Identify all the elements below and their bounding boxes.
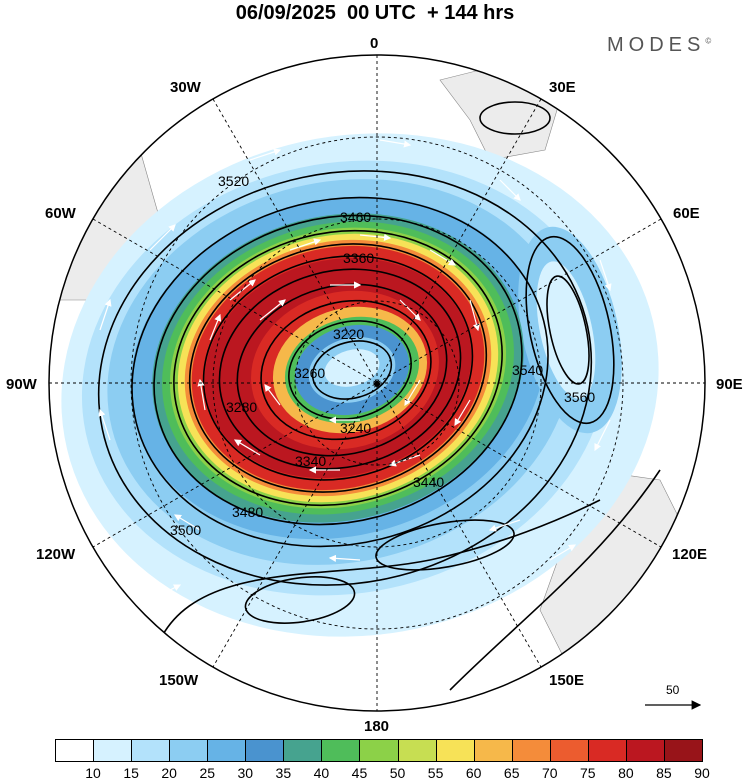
longitude-label: 30W <box>170 79 201 96</box>
contour-label: 3460 <box>340 209 371 225</box>
colorbar-tick-label: 80 <box>618 765 634 781</box>
colorbar-tick-label: 55 <box>427 765 444 781</box>
contour-label-group: 3220 3240 3260 3280 3340 3360 3440 3460 … <box>170 173 595 538</box>
colorbar-tick-label: 10 <box>85 765 101 781</box>
colorbar-swatch <box>511 739 551 762</box>
longitude-label: 120E <box>672 546 708 563</box>
contour-label: 3260 <box>294 365 325 381</box>
wind-reference-label: 50 <box>666 683 680 697</box>
contour-label: 3340 <box>295 453 326 469</box>
colorbar-swatch <box>245 739 285 762</box>
contour-label: 3540 <box>512 362 543 378</box>
colorbar-tick-label: 25 <box>199 765 216 781</box>
colorbar-swatch <box>663 739 703 762</box>
colorbar-swatch <box>283 739 323 762</box>
longitude-label: 30E <box>549 79 576 96</box>
longitude-label: 60W <box>45 205 76 222</box>
modes-logo: MODES© <box>607 34 711 57</box>
longitude-label: 90E <box>716 376 743 393</box>
contour-label: 3220 <box>333 326 364 342</box>
colorbar-swatch <box>131 739 171 762</box>
contour-label: 3500 <box>170 522 201 538</box>
colorbar-tick-label: 50 <box>389 765 406 781</box>
colorbar-tick-label: 70 <box>541 765 558 781</box>
longitude-label: 150W <box>159 672 199 689</box>
colorbar-tick-label: 35 <box>275 765 292 781</box>
colorbar-tick-label: 40 <box>313 765 330 781</box>
colorbar-swatch <box>397 739 437 762</box>
pole-marker <box>374 381 380 387</box>
map-title: 06/09/2025 00 UTC + 144 hrs <box>235 2 515 24</box>
brand-name: MODES <box>607 34 706 56</box>
longitude-label: 150E <box>549 672 585 689</box>
contour-label: 3360 <box>343 250 374 266</box>
longitude-label: 60E <box>673 205 700 222</box>
contour-label: 3440 <box>413 474 444 490</box>
colorbar-swatch <box>587 739 627 762</box>
colorbar-tick-label: 45 <box>351 765 368 781</box>
colorbar <box>55 739 703 762</box>
wind-vectors <box>98 139 612 651</box>
longitude-label: 180 <box>364 718 390 735</box>
contour-label: 3480 <box>232 504 263 520</box>
colorbar-swatch <box>549 739 589 762</box>
colorbar-tick-label: 85 <box>656 765 672 781</box>
colorbar-swatch <box>321 739 361 762</box>
contour-label: 3280 <box>226 399 257 415</box>
colorbar-swatch <box>55 739 95 762</box>
colorbar-swatch <box>435 739 475 762</box>
colorbar-tick-label: 90 <box>694 765 710 781</box>
colorbar-swatch <box>625 739 665 762</box>
longitude-label: 120W <box>36 546 76 563</box>
copyright-mark: © <box>705 36 712 46</box>
colorbar-tick-label: 75 <box>580 765 596 781</box>
colorbar-swatch <box>207 739 247 762</box>
graticule <box>49 55 705 711</box>
height-contours <box>97 101 661 691</box>
contour-label: 3240 <box>340 420 371 436</box>
colorbar-tick-label: 60 <box>465 765 482 781</box>
colorbar-tick-label: 20 <box>161 765 177 781</box>
longitude-label: 0 <box>370 35 379 52</box>
map-border <box>48 54 706 712</box>
colorbar-swatch <box>93 739 133 762</box>
colorbar-tick-label: 15 <box>123 765 139 781</box>
colorbar-swatch <box>359 739 399 762</box>
contour-label: 3520 <box>218 173 249 189</box>
shaded-wind-speed <box>49 55 705 711</box>
colorbar-tick-label: 30 <box>237 765 254 781</box>
colorbar-tick-label: 65 <box>503 765 520 781</box>
longitude-label: 90W <box>6 376 37 393</box>
colorbar-swatch <box>169 739 209 762</box>
contour-label: 3560 <box>564 389 595 405</box>
colorbar-swatch <box>473 739 513 762</box>
